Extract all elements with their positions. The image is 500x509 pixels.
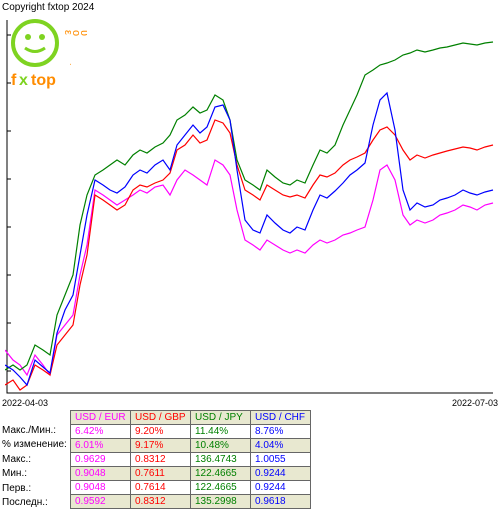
line-chart (5, 15, 495, 395)
table-cell: 0.9048 (71, 467, 131, 481)
table-cell: 122.4665 (191, 481, 251, 495)
row-label: Макс.: (2, 454, 31, 465)
col-header: USD / GBP (131, 411, 191, 425)
table-cell: 6.01% (71, 439, 131, 453)
end-date: 2022-07-03 (452, 398, 498, 408)
table-cell: 136.4743 (191, 453, 251, 467)
table-cell: 9.20% (131, 425, 191, 439)
table-cell: 6.42% (71, 425, 131, 439)
start-date: 2022-04-03 (2, 398, 48, 408)
table-cell: 0.8312 (131, 495, 191, 509)
table-cell: 0.7611 (131, 467, 191, 481)
table-cell: 0.9592 (71, 495, 131, 509)
col-header: USD / EUR (71, 411, 131, 425)
table-cell: 0.9048 (71, 481, 131, 495)
table-cell: 0.9244 (251, 467, 311, 481)
table-cell: 135.2998 (191, 495, 251, 509)
table-cell: 0.9629 (71, 453, 131, 467)
table-cell: 122.4665 (191, 467, 251, 481)
table-cell: 8.76% (251, 425, 311, 439)
row-label: % изменение: (2, 439, 67, 450)
col-header: USD / JPY (191, 411, 251, 425)
table-cell: 0.9618 (251, 495, 311, 509)
table-cell: 9.17% (131, 439, 191, 453)
row-label: Мин.: (2, 468, 27, 479)
table-cell: 0.9244 (251, 481, 311, 495)
row-label: Макс./Мин.: (2, 425, 56, 436)
table-cell: 11.44% (191, 425, 251, 439)
table-cell: 1.0055 (251, 453, 311, 467)
table-cell: 4.04% (251, 439, 311, 453)
table-cell: 10.48% (191, 439, 251, 453)
table-cell: 0.8312 (131, 453, 191, 467)
col-header: USD / CHF (251, 411, 311, 425)
row-label: Последн.: (2, 497, 48, 508)
table-cell: 0.7614 (131, 481, 191, 495)
row-label: Перв.: (2, 483, 31, 494)
copyright-text: Copyright fxtop 2024 (2, 2, 94, 13)
